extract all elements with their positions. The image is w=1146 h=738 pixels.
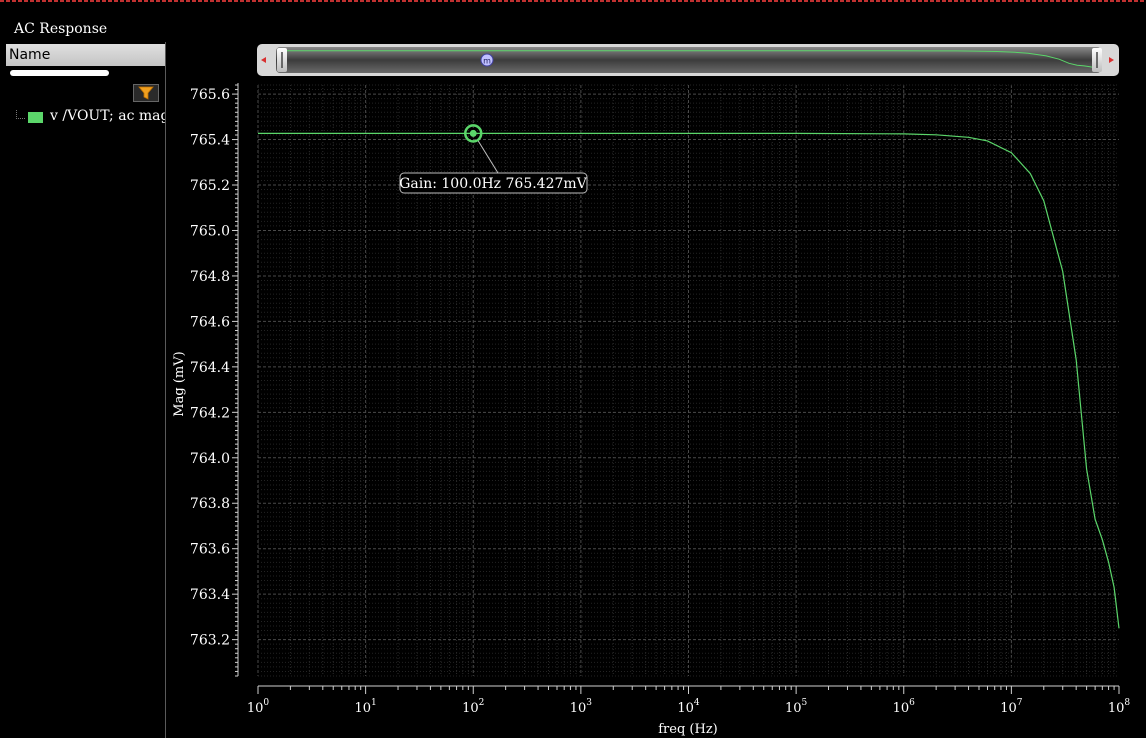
filter-funnel-icon: [138, 86, 154, 100]
y-tick-label: 763.6: [190, 542, 230, 558]
series-line-vout[interactable]: [258, 132, 1120, 629]
marker-label: Gain: 100.0Hz 765.427mV: [399, 176, 587, 192]
triangle-right-icon[interactable]: [1109, 57, 1114, 63]
marker[interactable]: Gain: 100.0Hz 765.427mV: [399, 124, 588, 194]
legend-horizontal-scrollbar[interactable]: [10, 70, 109, 76]
filter-button[interactable]: [133, 84, 159, 102]
legend-label: v /VOUT; ac mag: [50, 108, 165, 124]
marker-badge-circle: [480, 53, 494, 67]
x-tick-label: 101: [354, 698, 376, 716]
x-tick-label: 108: [1108, 698, 1131, 716]
triangle-left-icon[interactable]: [261, 57, 266, 63]
x-axis-label: freq (Hz): [658, 722, 718, 737]
x-tick-label: 107: [1000, 698, 1023, 716]
y-tick-label: 764.0: [190, 451, 230, 467]
y-tick-label: 765.4: [190, 133, 230, 149]
y-tick-label: 765.0: [190, 223, 230, 239]
overview-trace: [277, 50, 1101, 70]
window-title: AC Response: [14, 21, 108, 37]
tick-labels: 765.6 765.4 765.2 765.0 764.8 764.6 764.4 764.2…: [190, 87, 1131, 716]
scrollbar-track[interactable]: [276, 47, 1101, 73]
y-tick-label: 763.4: [190, 587, 230, 603]
y-tick-label: 764.2: [190, 405, 230, 421]
marker-badge-text: m: [483, 57, 491, 66]
tree-connector: [16, 110, 25, 119]
grid: [257, 84, 1119, 677]
x-tick-label: 104: [677, 698, 700, 716]
marker-m-icon[interactable]: m: [480, 53, 494, 67]
y-tick-label: 763.2: [190, 633, 230, 649]
y-tick-label: 763.8: [190, 496, 230, 512]
marker-dot: [469, 129, 477, 137]
name-column-header[interactable]: Name: [6, 44, 165, 66]
title-bar: AC Response: [0, 2, 1146, 42]
y-tick-label: 765.2: [190, 178, 230, 194]
x-tick-label: 106: [893, 698, 916, 716]
y-tick-label: 764.4: [190, 360, 230, 376]
legend-color-swatch: [28, 112, 43, 123]
window-top-border: [0, 0, 1146, 2]
legend-panel: Name v /VOUT; ac mag: [0, 42, 166, 738]
x-tick-label: 102: [462, 698, 484, 716]
marker-label-box: [399, 172, 588, 194]
y-tick-label: 765.6: [190, 87, 230, 103]
marker-leader-line: [476, 139, 499, 174]
axes: [232, 83, 1120, 694]
y-tick-label: 764.6: [190, 314, 230, 330]
x-tick-label: 100: [247, 698, 270, 716]
y-tick-label: 764.8: [190, 269, 230, 285]
overview-scrollbar[interactable]: m: [257, 44, 1119, 76]
x-tick-label: 103: [570, 698, 593, 716]
x-tick-label: 105: [785, 698, 808, 716]
legend-item[interactable]: v /VOUT; ac mag: [8, 108, 165, 128]
y-axis-label: Mag (mV): [172, 351, 187, 416]
marker-ring[interactable]: [464, 124, 483, 143]
